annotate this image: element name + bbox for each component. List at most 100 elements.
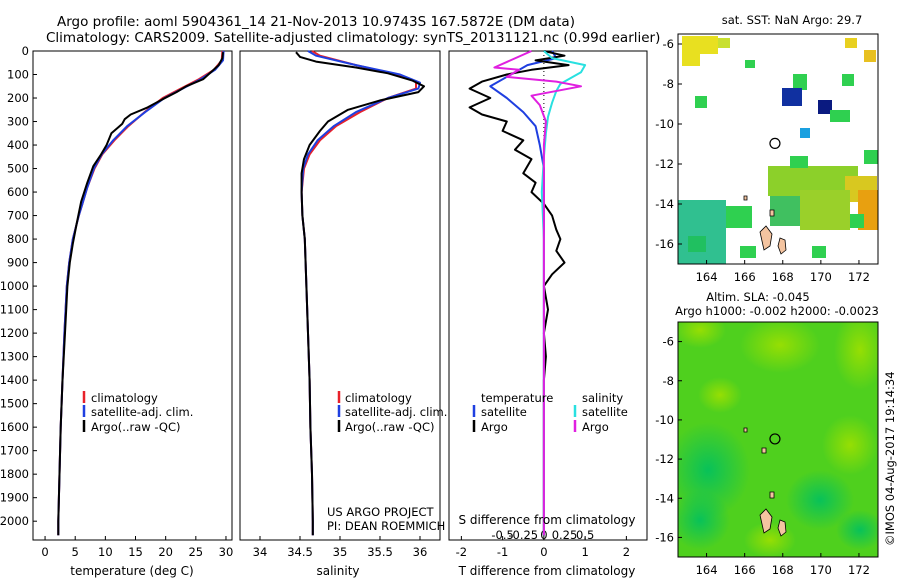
sst-map-image (678, 34, 878, 264)
depth-tick-label: 300 (7, 115, 29, 129)
map-y-tick-label: -14 (655, 197, 674, 211)
legend-t-argo-label: Argo (481, 420, 508, 434)
series-line-climatology (300, 50, 417, 536)
sla-map-frame (677, 321, 879, 558)
legend-temperature-heading: temperature (481, 391, 553, 405)
sst-cell (682, 54, 700, 66)
map-y-tick-label: -14 (655, 491, 674, 505)
temperature-panel-frame (32, 50, 233, 541)
imos-credit: ©IMOS 04-Aug-2017 19:14:34 (883, 371, 897, 546)
x-tick-label: 34.5 (287, 545, 313, 559)
project-pi: PI: DEAN ROEMMICH (327, 519, 445, 533)
x-tick-label: 35 (333, 545, 348, 559)
top-x-tick-label: 0.5 (576, 528, 594, 542)
sst-cell (800, 128, 810, 138)
depth-tick-label: 900 (7, 256, 29, 270)
series-line-satellite-adj-clim- (300, 50, 421, 536)
temperature-legend: climatology satellite-adj. clim. Argo(..… (82, 391, 193, 434)
depth-tick-label: 800 (7, 232, 29, 246)
sst-cell (850, 214, 864, 228)
temperature-series (57, 50, 225, 536)
salinity-axes: 34 34.5 35 35.5 36 (253, 536, 428, 559)
x-tick-label: 1 (581, 545, 588, 559)
title-line-2: Climatology: CARS2009. Satellite-adjuste… (46, 30, 660, 46)
salinity-series (295, 50, 425, 536)
sst-cell (864, 50, 876, 62)
depth-tick-label: 600 (7, 185, 29, 199)
map-y-tick-label: -8 (663, 77, 674, 91)
legend-salinity-heading: salinity (582, 391, 623, 405)
sst-cell (800, 190, 850, 230)
x-tick-label: 35.5 (367, 545, 393, 559)
sst-cell (695, 96, 707, 108)
depth-tick-label: 1300 (0, 350, 29, 364)
legend-climatology-label: climatology (91, 391, 158, 405)
depth-tick-label: 200 (7, 91, 29, 105)
sst-cell (864, 150, 878, 164)
map-x-tick-label: 168 (772, 270, 794, 284)
map-y-tick-label: -8 (663, 374, 674, 388)
top-x-tick-label: 0.25 (552, 528, 578, 542)
sla-map-subtitle: Argo h1000: -0.002 h2000: -0.0023 (675, 304, 879, 318)
depth-tick-label: 1200 (0, 326, 29, 340)
sst-map-frame (677, 33, 879, 265)
x-tick-label: 30 (219, 545, 234, 559)
x-tick-label: 25 (188, 545, 203, 559)
map-x-tick-label: 166 (734, 270, 756, 284)
temperature-xlabel: temperature (deg C) (70, 564, 193, 578)
x-tick-label: 36 (413, 545, 428, 559)
legend-s-satellite-label: satellite (582, 405, 628, 419)
depth-tick-label: 2000 (0, 514, 29, 528)
x-tick-label: 5 (72, 545, 79, 559)
map-x-tick-label: 166 (734, 563, 756, 577)
legend-t-satellite-label: satellite (481, 405, 527, 419)
x-tick-label: 34 (253, 545, 268, 559)
x-tick-label: 10 (98, 545, 113, 559)
x-tick-label: -1 (497, 545, 508, 559)
depth-tick-label: 100 (7, 68, 29, 82)
map-y-tick-label: -16 (655, 237, 674, 251)
difference-legend: temperature satellite Argo salinity sate… (472, 391, 628, 434)
map-y-tick-label: -16 (655, 530, 674, 544)
sst-cell (782, 88, 802, 106)
map-x-tick-label: 170 (810, 270, 832, 284)
map-y-tick-label: -12 (655, 157, 674, 171)
depth-tick-label: 1800 (0, 467, 29, 481)
map-y-tick-label: -10 (655, 117, 674, 131)
depth-tick-label: 1900 (0, 491, 29, 505)
depth-tick-label: 1000 (0, 279, 29, 293)
temperature-axes: 0100200300400500600700800900100011001200… (0, 44, 233, 559)
legend-argo-label: Argo(..raw -QC) (345, 420, 435, 434)
depth-tick-label: 1500 (0, 397, 29, 411)
depth-tick-label: 0 (22, 44, 29, 58)
sla-map-image (678, 322, 878, 557)
project-name: US ARGO PROJECT (327, 505, 435, 519)
sst-cell (688, 236, 706, 252)
difference-axes: -2 -1 0 1 2-0.5-0.25 0 0.250.5 (456, 51, 630, 559)
sst-cell (740, 246, 756, 258)
x-tick-label: -2 (456, 545, 467, 559)
sla-map-title: Altim. SLA: -0.045 (706, 290, 810, 304)
sst-cell (842, 74, 854, 86)
map-x-tick-label: 172 (848, 270, 870, 284)
map-x-tick-label: 172 (848, 563, 870, 577)
x-tick-label: 2 (623, 545, 630, 559)
difference-xlabel: T difference from climatology (458, 564, 636, 578)
map-x-tick-label: 164 (696, 270, 718, 284)
depth-tick-label: 1400 (0, 373, 29, 387)
x-tick-label: 0 (540, 545, 547, 559)
sst-cell (793, 74, 807, 90)
sst-cell (818, 100, 832, 114)
sst-cell (830, 110, 850, 122)
salinity-legend: climatology satellite-adj. clim. Argo(..… (337, 391, 447, 434)
series-line-satellite-adj-clim- (57, 50, 225, 536)
title-line-1: Argo profile: aoml 5904361_14 21-Nov-201… (57, 14, 575, 30)
depth-tick-label: 1100 (0, 303, 29, 317)
top-x-tick-label: -0.5 (491, 528, 513, 542)
series-line-salinity-satellite (540, 50, 587, 536)
argo-float-marker (769, 137, 781, 149)
sst-map-title: sat. SST: NaN Argo: 29.7 (722, 13, 863, 27)
depth-tick-label: 400 (7, 138, 29, 152)
sst-cell (718, 38, 730, 48)
